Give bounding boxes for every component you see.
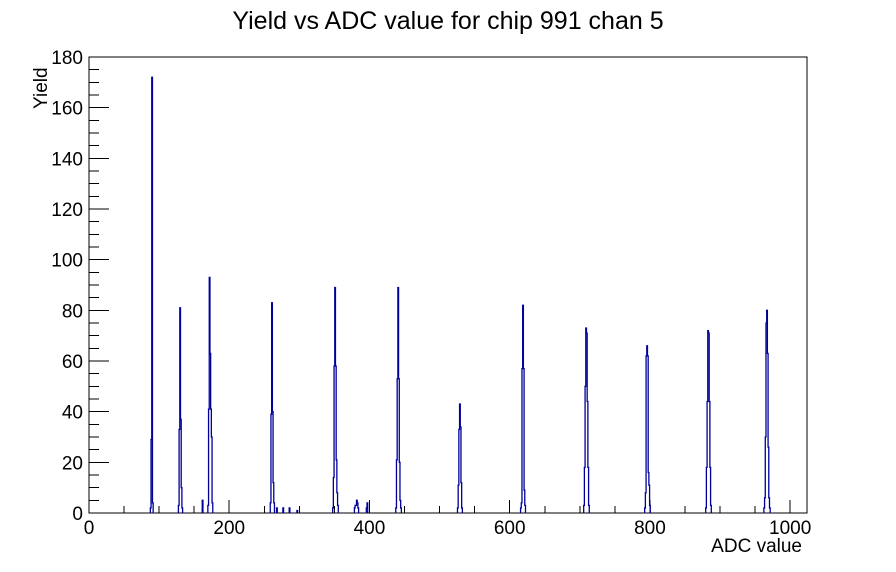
y-tick-label: 100 — [51, 251, 83, 272]
x-tick-label: 0 — [84, 518, 95, 539]
y-tick-label: 160 — [51, 99, 83, 120]
axis-ticks — [88, 56, 791, 514]
y-tick-label: 80 — [62, 301, 83, 322]
y-tick-label: 20 — [62, 453, 83, 474]
histogram-series — [149, 76, 771, 513]
y-tick-label: 0 — [72, 504, 83, 525]
x-tick-label: 600 — [494, 518, 526, 539]
y-tick-label: 140 — [51, 149, 83, 170]
x-tick-label: 800 — [634, 518, 666, 539]
x-tick-label: 200 — [213, 518, 245, 539]
plot-frame — [88, 56, 808, 514]
y-axis-title: Yield — [31, 67, 52, 109]
x-tick-label: 1000 — [769, 518, 811, 539]
x-axis-title: ADC value — [711, 536, 802, 557]
y-tick-label: 60 — [62, 352, 83, 373]
chart-title: Yield vs ADC value for chip 991 chan 5 — [232, 7, 664, 35]
y-tick-label: 120 — [51, 200, 83, 221]
y-tick-label: 40 — [62, 403, 83, 424]
y-tick-label: 180 — [51, 48, 83, 69]
x-tick-label: 400 — [354, 518, 386, 539]
